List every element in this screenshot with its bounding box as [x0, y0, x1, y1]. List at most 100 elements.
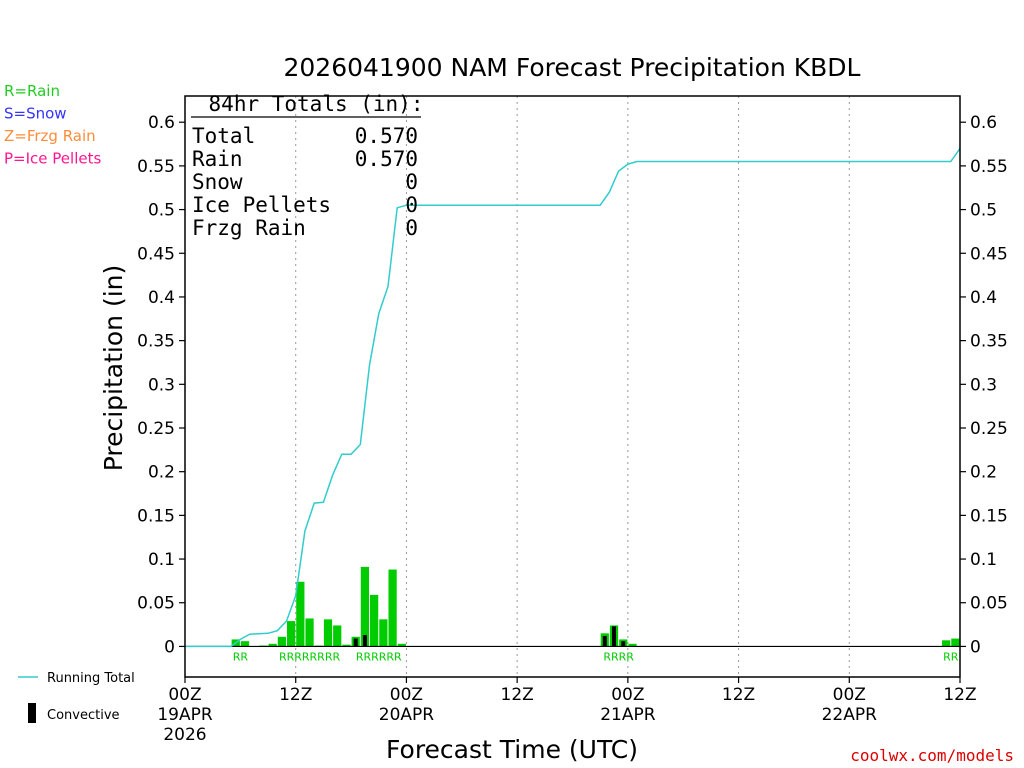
- y-tick-label-right: 0.35: [970, 332, 1008, 352]
- x-tick-label: 12Z: [501, 685, 534, 705]
- totals-row-label: Frzg Rain: [192, 216, 306, 240]
- y-tick-label-left: 0.4: [148, 288, 175, 308]
- rain-bar: [323, 619, 333, 647]
- precip-type-legend: R=Rain S=Snow Z=Frzg Rain P=Ice Pellets: [4, 82, 101, 168]
- y-tick-label-left: 0.35: [137, 332, 175, 352]
- rain-bar: [333, 625, 342, 647]
- x-tick-label: 12Z: [943, 685, 976, 705]
- totals-row-value: 0: [405, 193, 418, 217]
- series-legend: Running Total Convective: [18, 671, 135, 723]
- precip-bars: [231, 566, 960, 647]
- x-tick-label: 12Z: [279, 685, 312, 705]
- rain-bar: [286, 621, 296, 647]
- rain-bar: [942, 640, 951, 647]
- type-legend-item: P=Ice Pellets: [4, 150, 101, 168]
- y-axis-right: 0 0.05 0.1 0.15 0.2 0.25 0.3 0.35 0.4 0.45 0.5 0.55…: [960, 113, 1008, 657]
- precip-type-label: RRRR: [603, 650, 634, 663]
- totals-row-label: Total: [192, 124, 255, 148]
- precip-type-label: RR: [943, 650, 959, 663]
- y-tick-label-left: 0: [164, 637, 175, 657]
- y-tick-label-right: 0.1: [970, 550, 997, 570]
- totals-heading: 84hr Totals (in):: [209, 92, 424, 116]
- y-tick-label-right: 0.45: [970, 244, 1008, 264]
- rain-bar: [342, 644, 351, 647]
- y-tick-label-right: 0.15: [970, 506, 1008, 526]
- x-tick-date-label: 21APR: [600, 705, 656, 725]
- y-tick-label-right: 0: [970, 637, 981, 657]
- x-tick-label: 00Z: [168, 685, 201, 705]
- y-tick-label-left: 0.05: [137, 594, 175, 614]
- convective-swatch: [28, 703, 36, 723]
- y-tick-label-left: 0.6: [148, 113, 175, 133]
- convective-bar: [362, 635, 367, 647]
- totals-row-label: Ice Pellets: [192, 193, 331, 217]
- plot-frame: [184, 95, 961, 678]
- y-tick-label-right: 0.05: [970, 594, 1008, 614]
- totals-row-value: 0.570: [355, 147, 418, 171]
- credit-text: coolwx.com/models: [850, 746, 1014, 765]
- convective-legend-label: Convective: [47, 708, 120, 723]
- convective-bar: [612, 626, 617, 647]
- rain-bar: [296, 581, 305, 647]
- rain-bar: [360, 566, 370, 647]
- precip-type-labels: RR RRRRRRRR RRRRRR RRRR RR: [233, 650, 959, 663]
- y-tick-label-right: 0.4: [970, 288, 997, 308]
- y-tick-label-right: 0.55: [970, 157, 1008, 177]
- x-axis-label: Forecast Time (UTC): [386, 735, 638, 764]
- rain-bar: [388, 569, 397, 647]
- type-legend-item: Z=Frzg Rain: [4, 127, 96, 145]
- rain-bar: [951, 638, 960, 647]
- x-tick-label: 00Z: [611, 685, 644, 705]
- rain-bar: [240, 641, 250, 647]
- y-tick-label-left: 0.15: [137, 506, 175, 526]
- running-total-group: [185, 147, 961, 648]
- y-tick-label-left: 0.1: [148, 550, 175, 570]
- convective-bar: [353, 638, 358, 647]
- x-tick-date-label: 22APR: [822, 705, 878, 725]
- rain-bar: [268, 643, 277, 647]
- type-legend-item: R=Rain: [4, 82, 60, 100]
- chart-title: 2026041900 NAM Forecast Precipitation KB…: [284, 53, 861, 82]
- x-tick-label: 00Z: [833, 685, 866, 705]
- y-tick-label-right: 0.2: [970, 463, 997, 483]
- y-axis-label: Precipitation (in): [99, 265, 128, 472]
- y-tick-label-left: 0.2: [148, 463, 175, 483]
- y-tick-label-right: 0.3: [970, 375, 997, 395]
- x-tick-date-label: 19APR: [157, 705, 213, 725]
- totals-row-value: 0.570: [355, 124, 418, 148]
- rain-bar: [628, 643, 637, 647]
- y-tick-label-left: 0.3: [148, 375, 175, 395]
- rain-bar: [305, 618, 314, 647]
- convective-bar: [602, 635, 607, 647]
- rain-bar: [277, 636, 286, 647]
- vertical-gridlines: [295, 96, 850, 677]
- running-total-legend-label: Running Total: [47, 671, 135, 686]
- rain-bar: [370, 594, 379, 647]
- precip-type-label: RRRRRRRR: [279, 650, 341, 663]
- totals-row-value: 0: [405, 216, 418, 240]
- totals-row-label: Snow: [192, 170, 243, 194]
- y-tick-label-left: 0.45: [137, 244, 175, 264]
- precip-type-label: RR: [233, 650, 249, 663]
- x-tick-label: 00Z: [390, 685, 423, 705]
- y-tick-label-right: 0.25: [970, 419, 1008, 439]
- y-tick-label-left: 0.5: [148, 201, 175, 221]
- y-tick-label-left: 0.25: [137, 419, 175, 439]
- y-tick-label-right: 0.5: [970, 201, 997, 221]
- type-legend-item: S=Snow: [4, 105, 67, 123]
- running-total-line: [185, 147, 961, 648]
- precip-type-label: RRRRRR: [356, 650, 402, 663]
- rain-bar: [397, 643, 406, 647]
- y-axis-left: 0 0.05 0.1 0.15 0.2 0.25 0.3 0.35 0.4 0.45 0.5 0.55…: [137, 113, 185, 657]
- x-tick-year-label: 2026: [163, 725, 206, 745]
- convective-bar: [621, 641, 626, 647]
- x-tick-date-label: 20APR: [379, 705, 435, 725]
- y-tick-label-left: 0.55: [137, 157, 175, 177]
- y-tick-label-right: 0.6: [970, 113, 997, 133]
- totals-box: 84hr Totals (in): Total 0.570 Rain 0.570 Snow…: [191, 92, 423, 240]
- totals-row-label: Rain: [192, 147, 243, 171]
- x-tick-label: 12Z: [722, 685, 755, 705]
- rain-bar: [379, 619, 388, 647]
